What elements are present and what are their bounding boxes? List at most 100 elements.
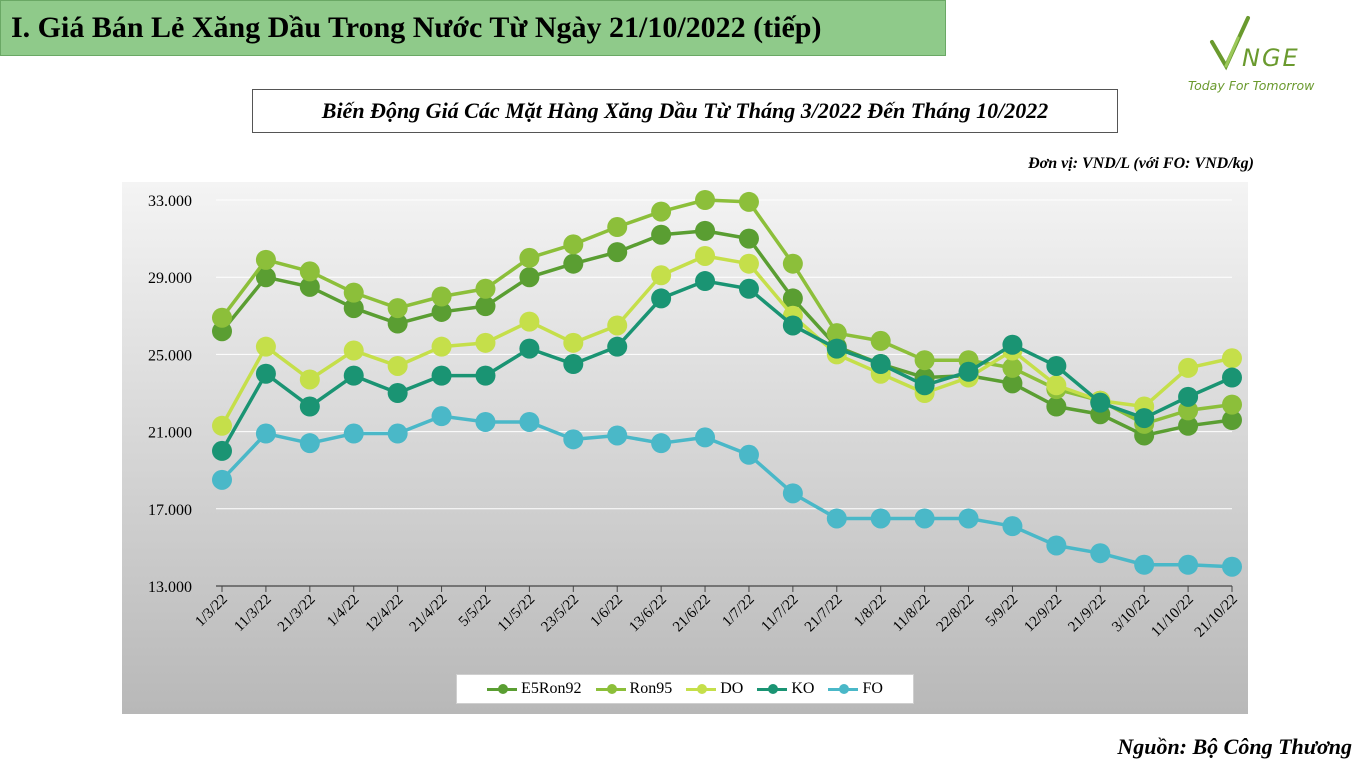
data-point-do <box>651 265 672 286</box>
data-point-fo <box>343 423 364 444</box>
data-point-ron95 <box>563 234 584 255</box>
y-tick-label: 17.000 <box>148 502 192 519</box>
legend-item-do: DO <box>686 680 743 698</box>
data-point-ron95 <box>695 190 716 210</box>
data-point-do <box>695 245 716 266</box>
source-note: Nguồn: Bộ Công Thương <box>1117 734 1352 759</box>
data-point-ron95 <box>738 191 759 212</box>
data-point-do <box>1222 348 1242 369</box>
svg-text:NGE: NGE <box>1242 44 1300 72</box>
data-point-ko <box>1134 408 1155 429</box>
data-point-e5ron92 <box>1046 396 1067 417</box>
data-point-fo <box>1222 556 1242 577</box>
data-point-ron95 <box>387 298 408 319</box>
legend-label: E5Ron92 <box>521 680 582 697</box>
data-point-e5ron92 <box>738 228 759 249</box>
data-point-ko <box>519 338 540 359</box>
logo-tagline: Today For Tomorrow <box>1188 78 1315 93</box>
data-point-e5ron92 <box>255 267 276 288</box>
legend-item-e5ron92: E5Ron92 <box>487 680 582 698</box>
data-point-do <box>475 332 496 353</box>
data-point-e5ron92 <box>1002 373 1023 394</box>
legend-swatch <box>487 684 518 694</box>
data-point-ko <box>607 336 628 357</box>
data-point-do <box>607 315 628 336</box>
data-point-do <box>255 336 276 357</box>
data-point-do <box>1178 357 1199 378</box>
legend-swatch <box>595 684 626 694</box>
data-point-fo <box>958 508 979 529</box>
legend-label: DO <box>720 680 744 697</box>
data-point-ko <box>299 396 320 417</box>
data-point-ko <box>1178 386 1199 407</box>
data-point-e5ron92 <box>1222 410 1242 431</box>
data-point-ko <box>475 365 496 386</box>
data-point-ko <box>782 315 803 336</box>
y-tick-label: 33.000 <box>148 193 192 210</box>
data-point-ron95 <box>519 247 540 268</box>
legend-item-ko: KO <box>757 680 814 698</box>
data-point-fo <box>1090 543 1111 564</box>
data-point-ko <box>870 354 891 375</box>
data-point-ko <box>1090 392 1111 413</box>
data-point-e5ron92 <box>431 301 452 322</box>
chart-legend: E5Ron92 Ron95 DO KO FO <box>456 674 914 704</box>
y-tick-label: 25.000 <box>148 347 192 364</box>
data-point-ko <box>914 375 935 396</box>
data-point-do <box>212 415 232 436</box>
data-point-ron95 <box>212 307 232 328</box>
data-point-ko <box>387 383 408 403</box>
data-point-ko <box>958 361 979 382</box>
data-point-ko <box>563 354 584 375</box>
data-point-fo <box>255 423 276 444</box>
data-point-ron95 <box>826 323 847 344</box>
data-point-e5ron92 <box>1178 415 1199 436</box>
data-point-ron95 <box>255 249 276 270</box>
page-title: I. Giá Bán Lẻ Xăng Dầu Trong Nước Từ Ngà… <box>11 11 822 44</box>
data-point-ko <box>826 338 847 359</box>
data-point-do <box>563 332 584 353</box>
data-point-ron95 <box>651 201 672 222</box>
data-point-ron95 <box>607 217 628 238</box>
data-point-fo <box>563 429 584 450</box>
data-point-ko <box>1002 334 1023 355</box>
data-point-ko <box>1046 355 1067 376</box>
data-point-do <box>387 355 408 376</box>
data-point-ron95 <box>299 261 320 282</box>
data-point-fo <box>738 444 759 465</box>
data-point-e5ron92 <box>299 276 320 297</box>
legend-item-ron95: Ron95 <box>595 680 672 698</box>
data-point-ko <box>343 365 364 386</box>
y-tick-label: 29.000 <box>148 270 192 287</box>
data-point-e5ron92 <box>607 242 628 263</box>
data-point-fo <box>782 483 803 504</box>
data-point-do <box>519 311 540 332</box>
chart-title: Biến Động Giá Các Mặt Hàng Xăng Dầu Từ T… <box>321 98 1049 123</box>
y-tick-label: 21.000 <box>148 425 192 442</box>
data-point-e5ron92 <box>387 313 408 334</box>
data-point-fo <box>826 508 847 529</box>
data-point-fo <box>431 406 452 427</box>
data-point-ron95 <box>914 350 935 371</box>
data-point-ko <box>1222 367 1242 388</box>
data-point-ron95 <box>782 253 803 274</box>
data-point-fo <box>870 508 891 529</box>
data-point-fo <box>387 423 408 444</box>
data-point-do <box>738 253 759 274</box>
data-point-ron95 <box>1002 357 1023 378</box>
chart-title-box: Biến Động Giá Các Mặt Hàng Xăng Dầu Từ T… <box>252 89 1118 133</box>
legend-swatch <box>686 684 717 694</box>
legend-swatch <box>757 684 788 694</box>
data-point-e5ron92 <box>519 267 540 288</box>
data-point-e5ron92 <box>651 224 672 245</box>
chart-background <box>122 182 1248 714</box>
data-point-e5ron92 <box>782 288 803 309</box>
data-point-do <box>431 336 452 357</box>
data-point-fo <box>607 425 628 446</box>
data-point-fo <box>1134 554 1155 575</box>
unit-note: Đơn vị: VND/L (với FO: VND/kg) <box>1028 155 1254 172</box>
data-point-do <box>343 340 364 361</box>
line-chart: 13.00017.00021.00025.00029.00033.0001/3/… <box>122 182 1248 714</box>
data-point-e5ron92 <box>343 298 364 319</box>
data-point-ko <box>738 278 759 299</box>
